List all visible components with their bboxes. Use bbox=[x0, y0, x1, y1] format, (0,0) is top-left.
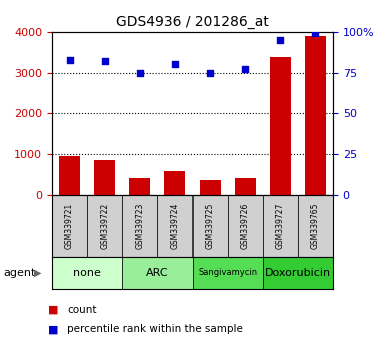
Bar bbox=[87, 195, 122, 257]
Text: GSM339726: GSM339726 bbox=[241, 202, 250, 249]
Text: percentile rank within the sample: percentile rank within the sample bbox=[67, 324, 243, 334]
Bar bbox=[192, 195, 228, 257]
Text: GSM339725: GSM339725 bbox=[206, 202, 214, 249]
Point bbox=[137, 70, 143, 75]
Title: GDS4936 / 201286_at: GDS4936 / 201286_at bbox=[116, 16, 269, 29]
Bar bbox=[228, 195, 263, 257]
Bar bbox=[235, 178, 256, 195]
Text: ■: ■ bbox=[48, 324, 59, 334]
Bar bbox=[157, 195, 192, 257]
Text: count: count bbox=[67, 305, 97, 315]
Point bbox=[242, 67, 248, 72]
Bar bbox=[52, 257, 122, 289]
Bar bbox=[122, 257, 192, 289]
Bar bbox=[263, 195, 298, 257]
Text: GSM339722: GSM339722 bbox=[100, 202, 109, 249]
Text: ARC: ARC bbox=[146, 268, 169, 278]
Text: Doxorubicin: Doxorubicin bbox=[265, 268, 331, 278]
Bar bbox=[199, 179, 221, 195]
Bar bbox=[263, 257, 333, 289]
Point bbox=[277, 37, 283, 43]
Text: GSM339723: GSM339723 bbox=[135, 202, 144, 249]
Point bbox=[102, 58, 108, 64]
Text: GSM339765: GSM339765 bbox=[311, 202, 320, 249]
Bar bbox=[164, 171, 186, 195]
Bar bbox=[192, 257, 263, 289]
Bar bbox=[298, 195, 333, 257]
Point bbox=[67, 57, 73, 62]
Text: GSM339727: GSM339727 bbox=[276, 202, 285, 249]
Text: ▶: ▶ bbox=[33, 268, 41, 278]
Bar bbox=[122, 195, 157, 257]
Text: agent: agent bbox=[4, 268, 36, 278]
Text: Sangivamycin: Sangivamycin bbox=[198, 268, 257, 277]
Bar bbox=[129, 178, 150, 195]
Bar bbox=[305, 36, 326, 195]
Text: ■: ■ bbox=[48, 305, 59, 315]
Bar bbox=[59, 156, 80, 195]
Text: none: none bbox=[73, 268, 101, 278]
Point bbox=[207, 70, 213, 75]
Bar bbox=[270, 57, 291, 195]
Text: GSM339721: GSM339721 bbox=[65, 202, 74, 249]
Point bbox=[172, 62, 178, 67]
Point bbox=[312, 31, 318, 36]
Text: GSM339724: GSM339724 bbox=[171, 202, 179, 249]
Bar bbox=[52, 195, 87, 257]
Bar bbox=[94, 160, 115, 195]
